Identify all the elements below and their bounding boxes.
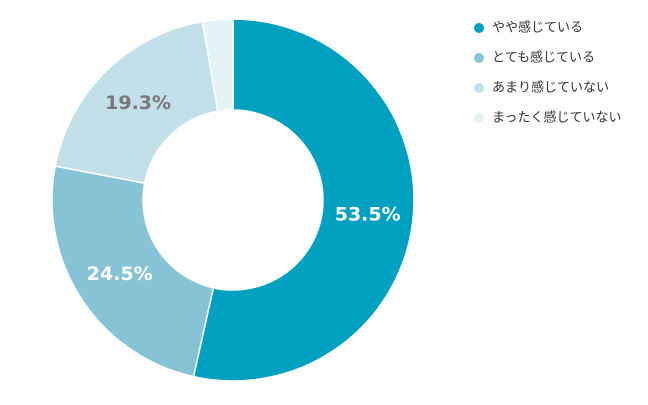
- legend-marker: [474, 83, 484, 93]
- legend-marker: [474, 113, 484, 123]
- data-label: 19.3%: [105, 92, 171, 114]
- donut-segment: [192, 18, 415, 382]
- legend-label: とても感じている: [492, 50, 595, 66]
- donut-segment: [54, 20, 219, 185]
- legend-marker: [474, 23, 484, 33]
- legend-label: あまり感じていない: [492, 80, 609, 96]
- legend-label: やや感じている: [492, 20, 583, 36]
- data-label: 24.5%: [87, 263, 153, 285]
- legend-marker: [474, 53, 484, 63]
- data-label: 53.5%: [335, 203, 401, 225]
- legend-label: まったく感じていない: [492, 110, 621, 126]
- donut-segment: [51, 165, 215, 378]
- donut-segment: [201, 18, 234, 113]
